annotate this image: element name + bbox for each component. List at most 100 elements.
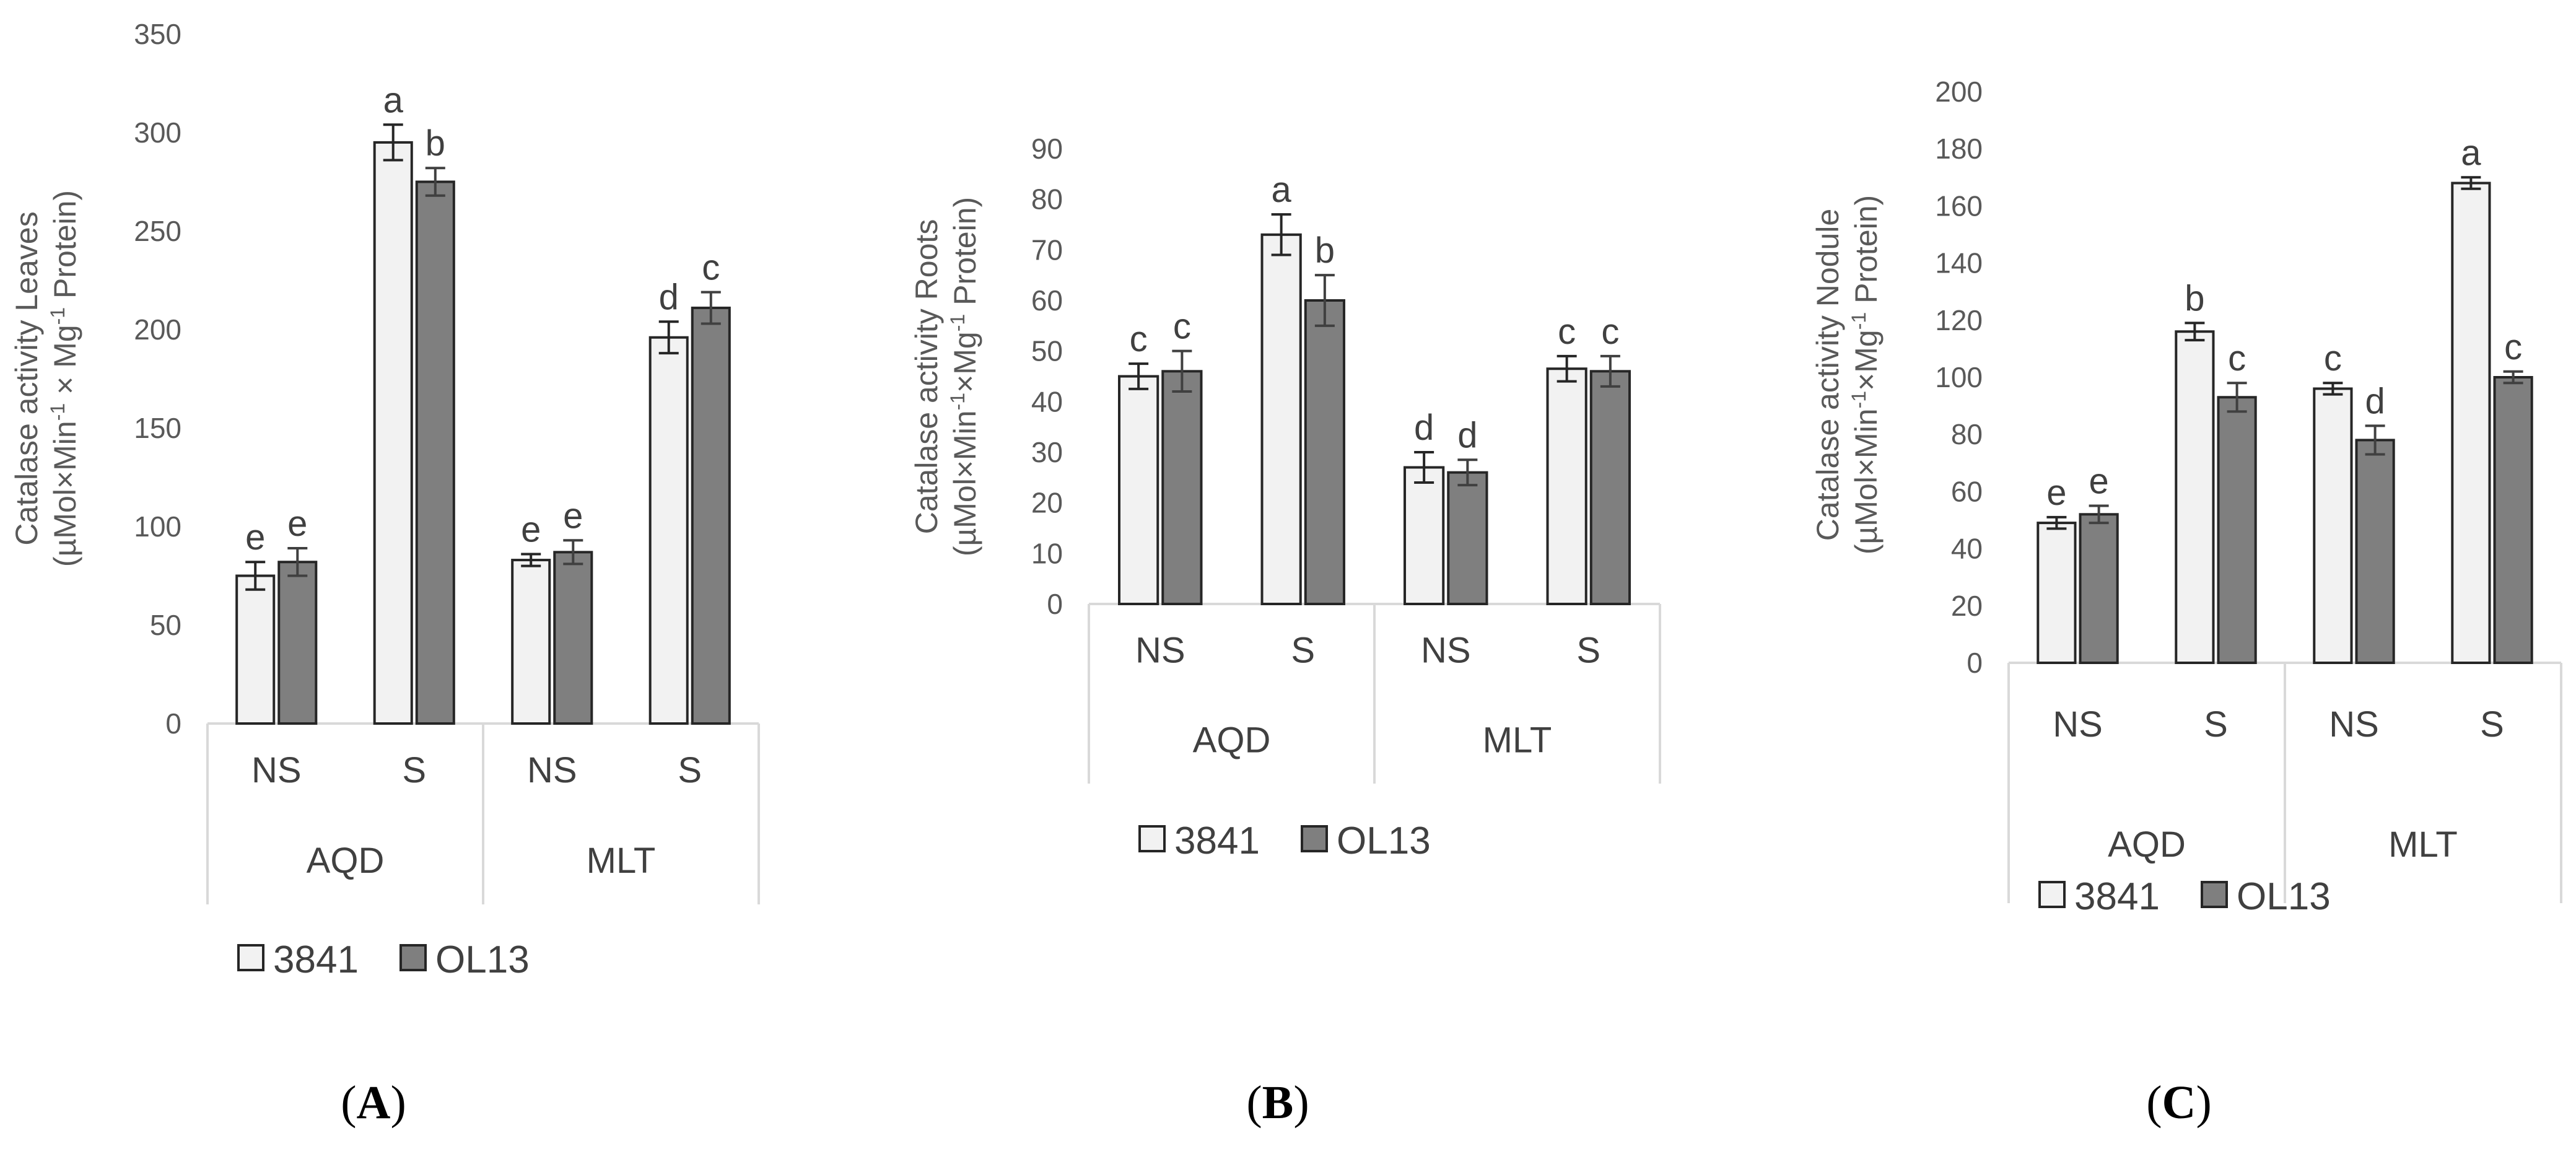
group-label: MLT	[1483, 720, 1552, 761]
y-axis-title-text: ×Mg	[1849, 330, 1884, 391]
significance-letter: c	[1558, 312, 1576, 352]
category-label: S	[1576, 631, 1600, 671]
legend-label: OL13	[435, 938, 530, 981]
y-tick-label: 90	[1031, 133, 1063, 165]
bar	[2451, 182, 2491, 664]
significance-letter: a	[2461, 133, 2481, 173]
panel-label-close: )	[1293, 1077, 1309, 1129]
y-tick-label: 200	[1935, 76, 1983, 108]
category-label: NS	[2053, 704, 2103, 745]
significance-letter: c	[2324, 338, 2342, 378]
y-tick-label: 300	[134, 116, 181, 149]
significance-letter: e	[245, 517, 265, 558]
group-label: AQD	[307, 841, 385, 881]
y-axis-title-text: × Mg	[48, 325, 82, 403]
group-label: AQD	[2108, 824, 2186, 865]
bar	[235, 574, 276, 725]
y-axis-title-superscript: -1	[1848, 312, 1870, 330]
y-axis-title-superscript: -1	[946, 314, 969, 331]
y-tick-label: 10	[1031, 537, 1063, 569]
y-tick-label: 0	[165, 707, 181, 740]
y-axis-title: Catalase activity Nodule (µMol×Min-1×Mg-1…	[1810, 195, 1884, 554]
legend-swatch-ol13	[399, 944, 427, 971]
y-axis-title-superscript: -1	[1848, 391, 1870, 408]
category-label: NS	[251, 750, 302, 790]
legend-label: OL13	[1337, 820, 1431, 862]
bar	[2037, 522, 2077, 664]
y-tick-label: 60	[1031, 284, 1063, 317]
category-label: NS	[1135, 631, 1185, 671]
significance-letter: e	[2046, 473, 2066, 513]
legend: 3841 OL13	[1138, 820, 1431, 862]
panel-label: (B)	[1246, 1077, 1309, 1129]
y-tick-label: 0	[1967, 647, 1983, 679]
category-label: S	[678, 750, 702, 790]
bar	[553, 551, 593, 725]
y-tick-label: 160	[1935, 190, 1983, 222]
bar	[277, 561, 318, 725]
bar	[648, 336, 689, 725]
chart-panel-a: 0 50 100 150 200 250 300 350 NS S AQD NS S MLT e a e d e b e…	[9, 18, 760, 1129]
legend-label: 3841	[273, 938, 359, 981]
bar	[2217, 396, 2257, 665]
y-tick-label: 70	[1031, 234, 1063, 266]
y-axis-title-superscript: -1	[46, 403, 69, 421]
legend-swatch-ol13	[1301, 825, 1328, 852]
significance-letter: a	[383, 80, 404, 120]
bar	[1404, 466, 1445, 605]
y-tick-label: 20	[1031, 487, 1063, 519]
chart-panel-c: 0 20 40 60 80 100 120 140 160 180 200 NS S AQD NS S MLT e…	[1810, 76, 2562, 1129]
legend: 3841 OL13	[237, 938, 530, 981]
panel-label: (A)	[341, 1077, 406, 1129]
legend-swatch-3841	[237, 944, 264, 971]
bar	[1260, 233, 1302, 606]
y-tick-label: 20	[1951, 590, 1983, 622]
y-tick-label: 150	[134, 412, 181, 444]
bar	[1304, 299, 1345, 605]
significance-letter: e	[287, 504, 307, 544]
panel-label-letter: C	[2162, 1077, 2196, 1129]
legend: 3841 OL13	[2038, 875, 2331, 918]
significance-letter: e	[521, 510, 541, 550]
y-axis-title-text: (µMol×Min	[948, 410, 982, 556]
y-tick-label: 80	[1951, 418, 1983, 450]
panel-label-letter: B	[1262, 1077, 1294, 1129]
significance-letter: d	[2365, 381, 2385, 421]
y-tick-label: 80	[1031, 183, 1063, 216]
group-label: AQD	[1193, 720, 1271, 761]
significance-letter: e	[563, 496, 583, 536]
y-axis-title-text: Protein)	[48, 190, 82, 307]
bar	[1546, 367, 1587, 605]
bar	[2313, 387, 2353, 664]
y-axis-title-line1: Catalase activity Leaves	[9, 211, 44, 545]
y-axis-title-line1: Catalase activity Roots	[909, 219, 944, 535]
y-axis-title-line2: (µMol×Min-1×Mg-1 Protein)	[1848, 195, 1884, 554]
y-axis-title-text: (µMol×Min	[1849, 408, 1884, 554]
bar	[373, 141, 413, 725]
significance-letter: d	[1457, 415, 1477, 455]
category-label: NS	[2329, 704, 2379, 745]
y-tick-label: 250	[134, 215, 181, 247]
bar	[511, 559, 551, 725]
category-label: S	[1291, 631, 1315, 671]
bar	[2079, 513, 2119, 665]
significance-letter: c	[1601, 312, 1619, 352]
bar	[1589, 370, 1631, 605]
bar	[2493, 376, 2533, 664]
y-tick-label: 350	[134, 18, 181, 50]
bar	[415, 180, 455, 725]
y-axis-title-text: Protein)	[1849, 195, 1884, 312]
y-tick-label: 40	[1951, 533, 1983, 565]
y-tick-label: 50	[1031, 335, 1063, 367]
y-tick-label: 100	[1935, 361, 1983, 393]
significance-letter: e	[2089, 461, 2108, 501]
panel-label-open: (	[2146, 1077, 2162, 1129]
y-tick-label: 140	[1935, 247, 1983, 279]
significance-letter: a	[1271, 170, 1291, 210]
group-label: MLT	[587, 841, 656, 881]
significance-letter: c	[1173, 307, 1191, 347]
category-label: S	[2480, 704, 2504, 745]
y-axis-title-line1: Catalase activity Nodule	[1810, 209, 1845, 541]
legend-swatch-ol13	[2201, 881, 2228, 908]
